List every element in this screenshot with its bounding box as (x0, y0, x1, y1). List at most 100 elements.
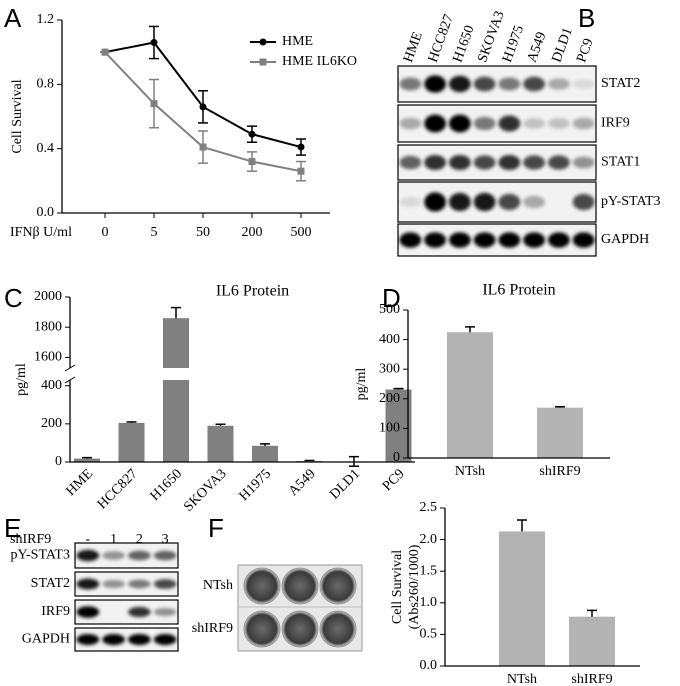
blot-band (473, 192, 496, 212)
x-tick-label: 500 (291, 225, 312, 240)
lane-label: - (86, 532, 91, 547)
bar (118, 422, 145, 462)
x-tick-label: HME (63, 466, 96, 499)
blot-band (399, 196, 422, 208)
lane-label: PC9 (574, 37, 596, 65)
x-tick-label: DLD1 (327, 466, 363, 502)
y-tick-label: 2000 (34, 289, 62, 304)
row-label: GAPDH (22, 632, 70, 647)
blot-band (76, 606, 100, 618)
lane-label: H1975 (500, 24, 527, 65)
y-tick-label: 0.4 (37, 141, 55, 156)
x-tick-label: PC9 (380, 466, 408, 494)
bar (74, 458, 100, 462)
x-tick-label: A549 (286, 466, 319, 499)
point (150, 100, 158, 108)
lane-label: 1 (110, 532, 117, 547)
bar (499, 531, 545, 666)
panel-letter: B (578, 3, 595, 33)
row-label: STAT2 (601, 76, 640, 91)
y-tick-label: 200 (41, 416, 62, 431)
y-tick-label: 300 (379, 361, 400, 376)
x-tick-label: shIRF9 (571, 672, 612, 686)
blot-band (572, 232, 595, 248)
y-tick-label: 0.0 (37, 205, 55, 220)
y-tick-label: 100 (379, 421, 400, 436)
blot-band (523, 232, 546, 248)
point (297, 167, 305, 175)
blot-band (448, 192, 471, 212)
panel-letter: C (4, 283, 23, 313)
bar (537, 407, 583, 458)
y-tick-label: 200 (379, 391, 400, 406)
legend-marker (259, 38, 267, 46)
point (150, 39, 158, 47)
chart-title: IL6 Protein (482, 282, 555, 299)
x-tick-label: 5 (151, 225, 158, 240)
blot-band (128, 579, 151, 589)
blot-band (547, 155, 570, 170)
blot-band (153, 607, 177, 617)
x-tick-label: 200 (242, 225, 263, 240)
bar (569, 616, 615, 666)
blot-band (128, 550, 151, 561)
blot-band (399, 77, 422, 91)
y-tick-label: 0.5 (420, 627, 438, 642)
row-label: IRF9 (601, 116, 630, 131)
blot-band (572, 117, 595, 130)
point (199, 143, 207, 151)
row-label: GAPDH (601, 232, 649, 247)
point (297, 143, 305, 151)
legend-marker (259, 58, 267, 66)
x-tick-label: NTsh (507, 672, 537, 686)
blot-band (473, 232, 496, 248)
lane-label: HME (401, 30, 426, 64)
row-label: NTsh (203, 578, 233, 593)
blot-band (498, 193, 521, 211)
break-mark (64, 364, 76, 372)
blot-band (399, 117, 422, 130)
blot-band (153, 579, 177, 589)
y-tick-label: 1800 (34, 319, 62, 334)
x-tick-label: 50 (196, 225, 210, 240)
blot-band (523, 118, 546, 129)
x-tick-label: 0 (102, 225, 109, 240)
y-tick-label: 2.0 (420, 532, 438, 547)
blot-band (572, 79, 595, 89)
y-tick-label: 0 (393, 450, 400, 465)
point (101, 48, 109, 56)
blot-band (153, 550, 177, 561)
blot-band (76, 633, 100, 646)
blot-band (498, 154, 521, 171)
blot-band (424, 232, 447, 248)
row-label: STAT1 (601, 155, 640, 170)
x-axis-label: IFNβ U/ml (10, 225, 72, 240)
blot-band (448, 75, 471, 93)
lane-label: A549 (525, 30, 550, 64)
lane-label: H1650 (451, 24, 478, 65)
y-tick-label: 2.5 (420, 500, 438, 515)
y-tick-label: 1.0 (420, 595, 438, 610)
bar (385, 389, 412, 462)
row-label: shIRF9 (192, 621, 233, 636)
point (199, 103, 207, 111)
row-label: IRF9 (41, 604, 70, 619)
blot-band (424, 154, 447, 171)
y-tick-label: 0.8 (37, 77, 55, 92)
blot-band (76, 549, 100, 562)
y-tick-label: 400 (41, 378, 62, 393)
blot-band (523, 195, 546, 209)
blot-band (547, 78, 570, 90)
break-mark (64, 376, 76, 384)
bar (207, 425, 234, 462)
row-label: pY-STAT3 (10, 548, 70, 563)
bar (163, 318, 189, 462)
blot-band (473, 76, 496, 92)
bar (252, 445, 278, 462)
y-tick-label: 1.2 (37, 12, 55, 27)
blot-band (399, 232, 422, 248)
blot-band (102, 551, 125, 560)
y-axis-label: pg/ml (354, 368, 369, 401)
point (248, 158, 256, 166)
